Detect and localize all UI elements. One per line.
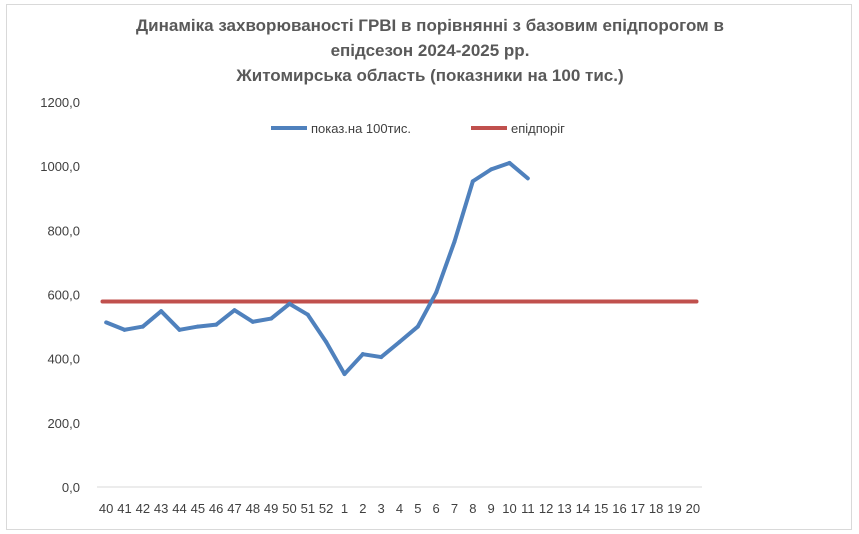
y-tick-label: 0,0: [62, 480, 80, 495]
series-incidence: [104, 160, 530, 377]
x-tick-label: 43: [154, 501, 168, 516]
incidence-line-segment: [214, 308, 237, 327]
incidence-line-segment: [177, 324, 200, 332]
x-tick-label: 7: [451, 501, 458, 516]
y-tick-label: 800,0: [47, 223, 80, 238]
incidence-line-segment: [287, 301, 310, 317]
x-tick-label: 8: [469, 501, 476, 516]
incidence-line-segment: [360, 352, 384, 360]
x-tick-label: 9: [488, 501, 495, 516]
plot-area: [100, 160, 699, 377]
x-tick-label: 4: [396, 501, 403, 516]
incidence-line-segment: [250, 316, 274, 324]
chart-title-line-1: Динаміка захворюваності ГРВІ в порівнянн…: [136, 16, 724, 35]
chart-svg: Динаміка захворюваності ГРВІ в порівнянн…: [40, 16, 724, 516]
x-tick-label: 52: [319, 501, 333, 516]
incidence-line-segment: [452, 179, 475, 244]
legend-label-threshold: епідпоріг: [511, 121, 565, 136]
x-tick-label: 20: [686, 501, 700, 516]
x-tick-label: 15: [594, 501, 608, 516]
y-tick-label: 400,0: [47, 352, 80, 367]
x-tick-label: 19: [667, 501, 681, 516]
x-tick-label: 2: [359, 501, 366, 516]
x-tick-label: 45: [191, 501, 205, 516]
incidence-line-segment: [159, 309, 182, 332]
x-tick-label: 1: [341, 501, 348, 516]
x-tick-label: 46: [209, 501, 223, 516]
x-tick-label: 6: [433, 501, 440, 516]
incidence-line-segment: [434, 239, 457, 295]
incidence-line-segment: [122, 324, 145, 332]
x-tick-label: 14: [576, 501, 590, 516]
x-tick-label: 47: [227, 501, 241, 516]
y-tick-label: 1200,0: [40, 95, 80, 110]
incidence-line-segment: [269, 301, 292, 321]
incidence-line-segment: [305, 312, 329, 344]
incidence-line-segment: [489, 160, 512, 172]
x-tick-label: 40: [99, 501, 113, 516]
incidence-line-segment: [379, 339, 402, 360]
legend: показ.на 100тис. епідпоріг: [271, 121, 565, 136]
x-tick-label: 51: [301, 501, 315, 516]
x-tick-label: 50: [282, 501, 296, 516]
x-tick-label: 12: [539, 501, 553, 516]
incidence-line-segment: [104, 320, 127, 332]
legend-label-incidence: показ.на 100тис.: [311, 121, 411, 136]
x-tick-label: 10: [502, 501, 516, 516]
x-tick-label: 18: [649, 501, 663, 516]
x-tick-label: 42: [136, 501, 150, 516]
incidence-line-segment: [195, 322, 219, 329]
incidence-line-segment: [324, 339, 347, 377]
incidence-line-segment: [507, 160, 530, 181]
x-tick-label: 5: [414, 501, 421, 516]
x-tick-label: 41: [117, 501, 131, 516]
x-tick-label: 48: [246, 501, 260, 516]
y-axis: 0,0 200,0 400,0 600,0 800,0 1000,0 1200,0: [40, 95, 80, 495]
incidence-line-segment: [397, 324, 420, 344]
incidence-line-segment: [232, 308, 255, 324]
incidence-line-segment: [342, 352, 365, 377]
incidence-line-segment: [140, 309, 164, 329]
x-tick-label: 17: [631, 501, 645, 516]
y-tick-label: 200,0: [47, 416, 80, 431]
x-tick-label: 3: [378, 501, 385, 516]
y-tick-label: 600,0: [47, 288, 80, 303]
chart-frame: Динаміка захворюваності ГРВІ в порівнянн…: [6, 4, 852, 530]
y-tick-label: 1000,0: [40, 159, 80, 174]
x-tick-label: 44: [172, 501, 186, 516]
incidence-line-segment: [415, 290, 439, 329]
x-tick-label: 13: [557, 501, 571, 516]
chart-title: Динаміка захворюваності ГРВІ в порівнянн…: [136, 16, 724, 85]
incidence-line-segment: [470, 167, 494, 184]
chart-title-line-2: епідсезон 2024-2025 рр.: [331, 41, 530, 60]
x-tick-label: 49: [264, 501, 278, 516]
x-axis: 40 41 42 43 44 45 46 47 48 49 50 51 52 1 2 3 4 5 6 7 8 9 10 11 1…: [97, 486, 702, 516]
chart-title-line-3: Житомирська область (показники на 100 ти…: [235, 66, 623, 85]
x-tick-label: 11: [521, 501, 535, 516]
x-tick-label: 16: [612, 501, 626, 516]
